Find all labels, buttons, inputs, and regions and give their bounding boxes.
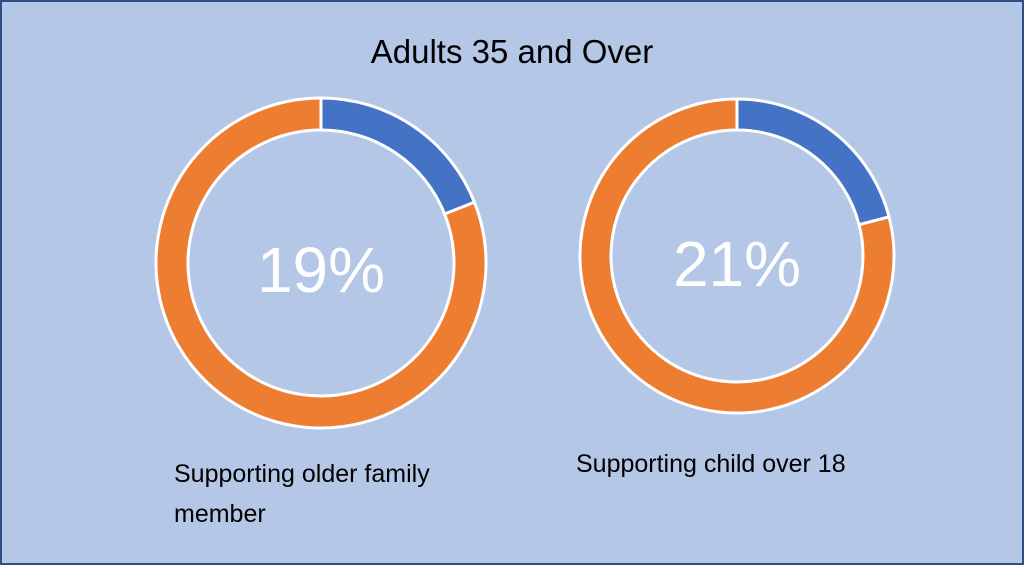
donut-slices bbox=[578, 97, 896, 415]
chart-title: Adults 35 and Over bbox=[370, 33, 654, 70]
donut-chart-older-family-member: 19% bbox=[154, 96, 488, 430]
caption-child-over-18: Supporting child over 18 bbox=[576, 450, 846, 478]
donut-chart-child-over-18: 21% bbox=[578, 97, 896, 415]
caption-older-family-member: Supporting older family member bbox=[174, 460, 430, 528]
donut-slice-remainder bbox=[578, 97, 896, 415]
donut-center-label: 19% bbox=[257, 234, 385, 306]
donut-slice-share bbox=[319, 96, 477, 216]
donut-slice-remainder bbox=[154, 96, 488, 430]
donut-slices bbox=[154, 96, 488, 430]
donut-slice-share bbox=[735, 97, 891, 227]
donut-center-label: 21% bbox=[673, 228, 801, 300]
